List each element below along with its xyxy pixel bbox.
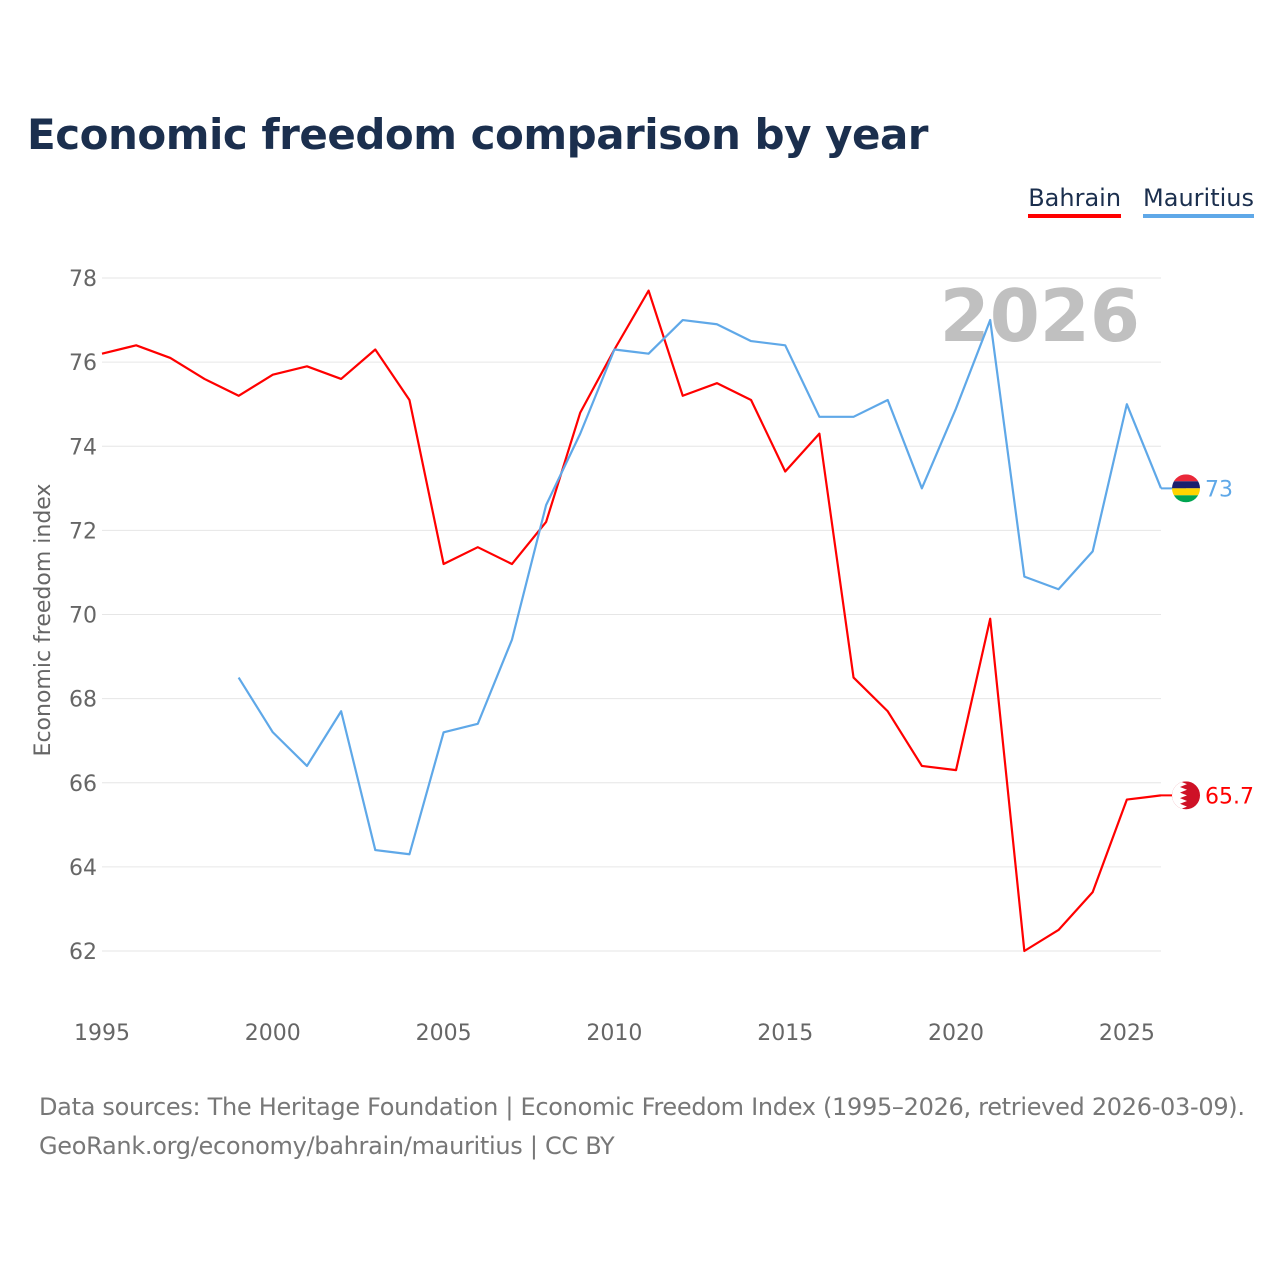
source-line-1: Data sources: The Heritage Foundation | … xyxy=(39,1093,1245,1121)
source-line-2[interactable]: GeoRank.org/economy/bahrain/mauritius | … xyxy=(39,1132,615,1160)
x-tick-label: 2005 xyxy=(416,1021,472,1046)
mauritius-flag-icon xyxy=(1172,474,1200,503)
flag-stripe xyxy=(1172,488,1200,496)
flag-stripe xyxy=(1172,481,1200,489)
x-tick-label: 2000 xyxy=(245,1021,301,1046)
x-tick-label: 2020 xyxy=(928,1021,984,1046)
legend-item-bahrain[interactable]: Bahrain xyxy=(1028,184,1122,218)
end-value-label: 65.7 xyxy=(1205,784,1254,809)
chart-title: Economic freedom comparison by year xyxy=(27,110,929,159)
y-tick-label: 76 xyxy=(69,351,97,376)
x-tick-label: 2010 xyxy=(586,1021,642,1046)
flag-body xyxy=(1172,474,1200,503)
flag-stripe xyxy=(1172,495,1200,503)
x-tick-label: 1995 xyxy=(74,1021,130,1046)
y-tick-label: 72 xyxy=(69,519,97,544)
y-tick-label: 74 xyxy=(69,435,97,460)
source-note: Data sources: The Heritage Foundation | … xyxy=(39,1088,1245,1166)
flag-white xyxy=(1172,781,1187,810)
x-tick-label: 2015 xyxy=(757,1021,813,1046)
flag-stripe xyxy=(1172,474,1200,482)
flag-body xyxy=(1172,781,1200,810)
legend: Bahrain Mauritius xyxy=(1028,184,1254,218)
x-tick-label: 2025 xyxy=(1099,1021,1155,1046)
legend-item-mauritius[interactable]: Mauritius xyxy=(1143,184,1254,218)
y-tick-label: 64 xyxy=(69,856,97,881)
y-tick-label: 70 xyxy=(69,604,97,629)
bahrain-flag-icon xyxy=(1172,781,1200,810)
y-tick-label: 66 xyxy=(69,772,97,797)
y-tick-label: 78 xyxy=(69,267,97,292)
series-line-mauritius xyxy=(237,318,1163,856)
y-tick-label: 68 xyxy=(69,688,97,713)
y-axis-label: Economic freedom index xyxy=(31,484,56,757)
series-line-bahrain xyxy=(101,289,1162,953)
y-tick-label: 62 xyxy=(69,940,97,965)
year-watermark: 2026 xyxy=(940,274,1140,358)
end-value-label: 73 xyxy=(1205,477,1233,502)
